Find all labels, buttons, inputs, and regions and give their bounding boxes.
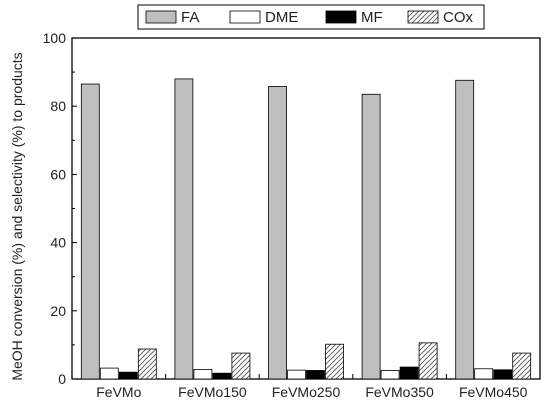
bar-mf-fevmo250	[306, 370, 325, 380]
x-tick-label: FeVMo	[96, 384, 141, 400]
x-tick-label: FeVMo250	[272, 384, 341, 400]
x-tick-label: FeVMo350	[365, 384, 434, 400]
legend-label-cox: COx	[443, 9, 474, 26]
y-tick-label: 100	[43, 30, 67, 46]
bar-dme-fevmo450	[474, 368, 494, 380]
y-tick-label: 0	[58, 371, 66, 387]
bar-cox-fevmo450	[512, 352, 532, 380]
bar-dme-fevmo350	[380, 370, 400, 380]
bar-dme-fevmo	[99, 367, 119, 380]
y-tick-label: 40	[50, 235, 66, 251]
y-axis-title: MeOH conversion (%) and selectivity (%) …	[9, 52, 25, 380]
legend-label-mf: MF	[361, 9, 383, 26]
y-axis: 0 20 40 60 80 100	[43, 30, 77, 387]
legend-label-fa: FA	[181, 9, 199, 26]
legend-swatch-mf	[325, 10, 357, 24]
y-tick-label: 60	[50, 166, 66, 182]
bar-cox-fevmo	[137, 348, 157, 380]
bar-dme-fevmo250	[287, 369, 306, 380]
bar-mf-fevmo450	[493, 369, 513, 380]
legend-label-dme: DME	[265, 9, 298, 26]
bars	[80, 78, 532, 380]
bar-dme-fevmo150	[193, 369, 213, 380]
bar-cox-fevmo250	[325, 343, 344, 380]
bar-cox-fevmo350	[418, 342, 438, 380]
y-tick-label: 20	[50, 303, 66, 319]
bar-fa-fevmo450	[455, 79, 475, 380]
bar-fa-fevmo	[80, 83, 100, 380]
x-axis: FeVMo FeVMo150 FeVMo250 FeVMo350 FeVMo450	[96, 374, 528, 400]
bar-mf-fevmo	[118, 371, 138, 380]
bar-mf-fevmo150	[212, 372, 232, 380]
x-tick-label: FeVMo450	[459, 384, 528, 400]
legend-swatch-dme	[229, 10, 261, 24]
legend: FA DME MF COx	[137, 4, 485, 30]
bar-fa-fevmo350	[361, 93, 381, 380]
bar-fa-fevmo250	[268, 86, 287, 380]
bar-mf-fevmo350	[399, 366, 419, 380]
y-tick-label: 80	[50, 98, 66, 114]
legend-swatch-cox	[407, 10, 439, 24]
legend-swatch-fa	[145, 10, 177, 24]
bar-cox-fevmo150	[231, 352, 251, 380]
x-tick-label: FeVMo150	[178, 384, 247, 400]
bar-fa-fevmo150	[174, 78, 194, 380]
